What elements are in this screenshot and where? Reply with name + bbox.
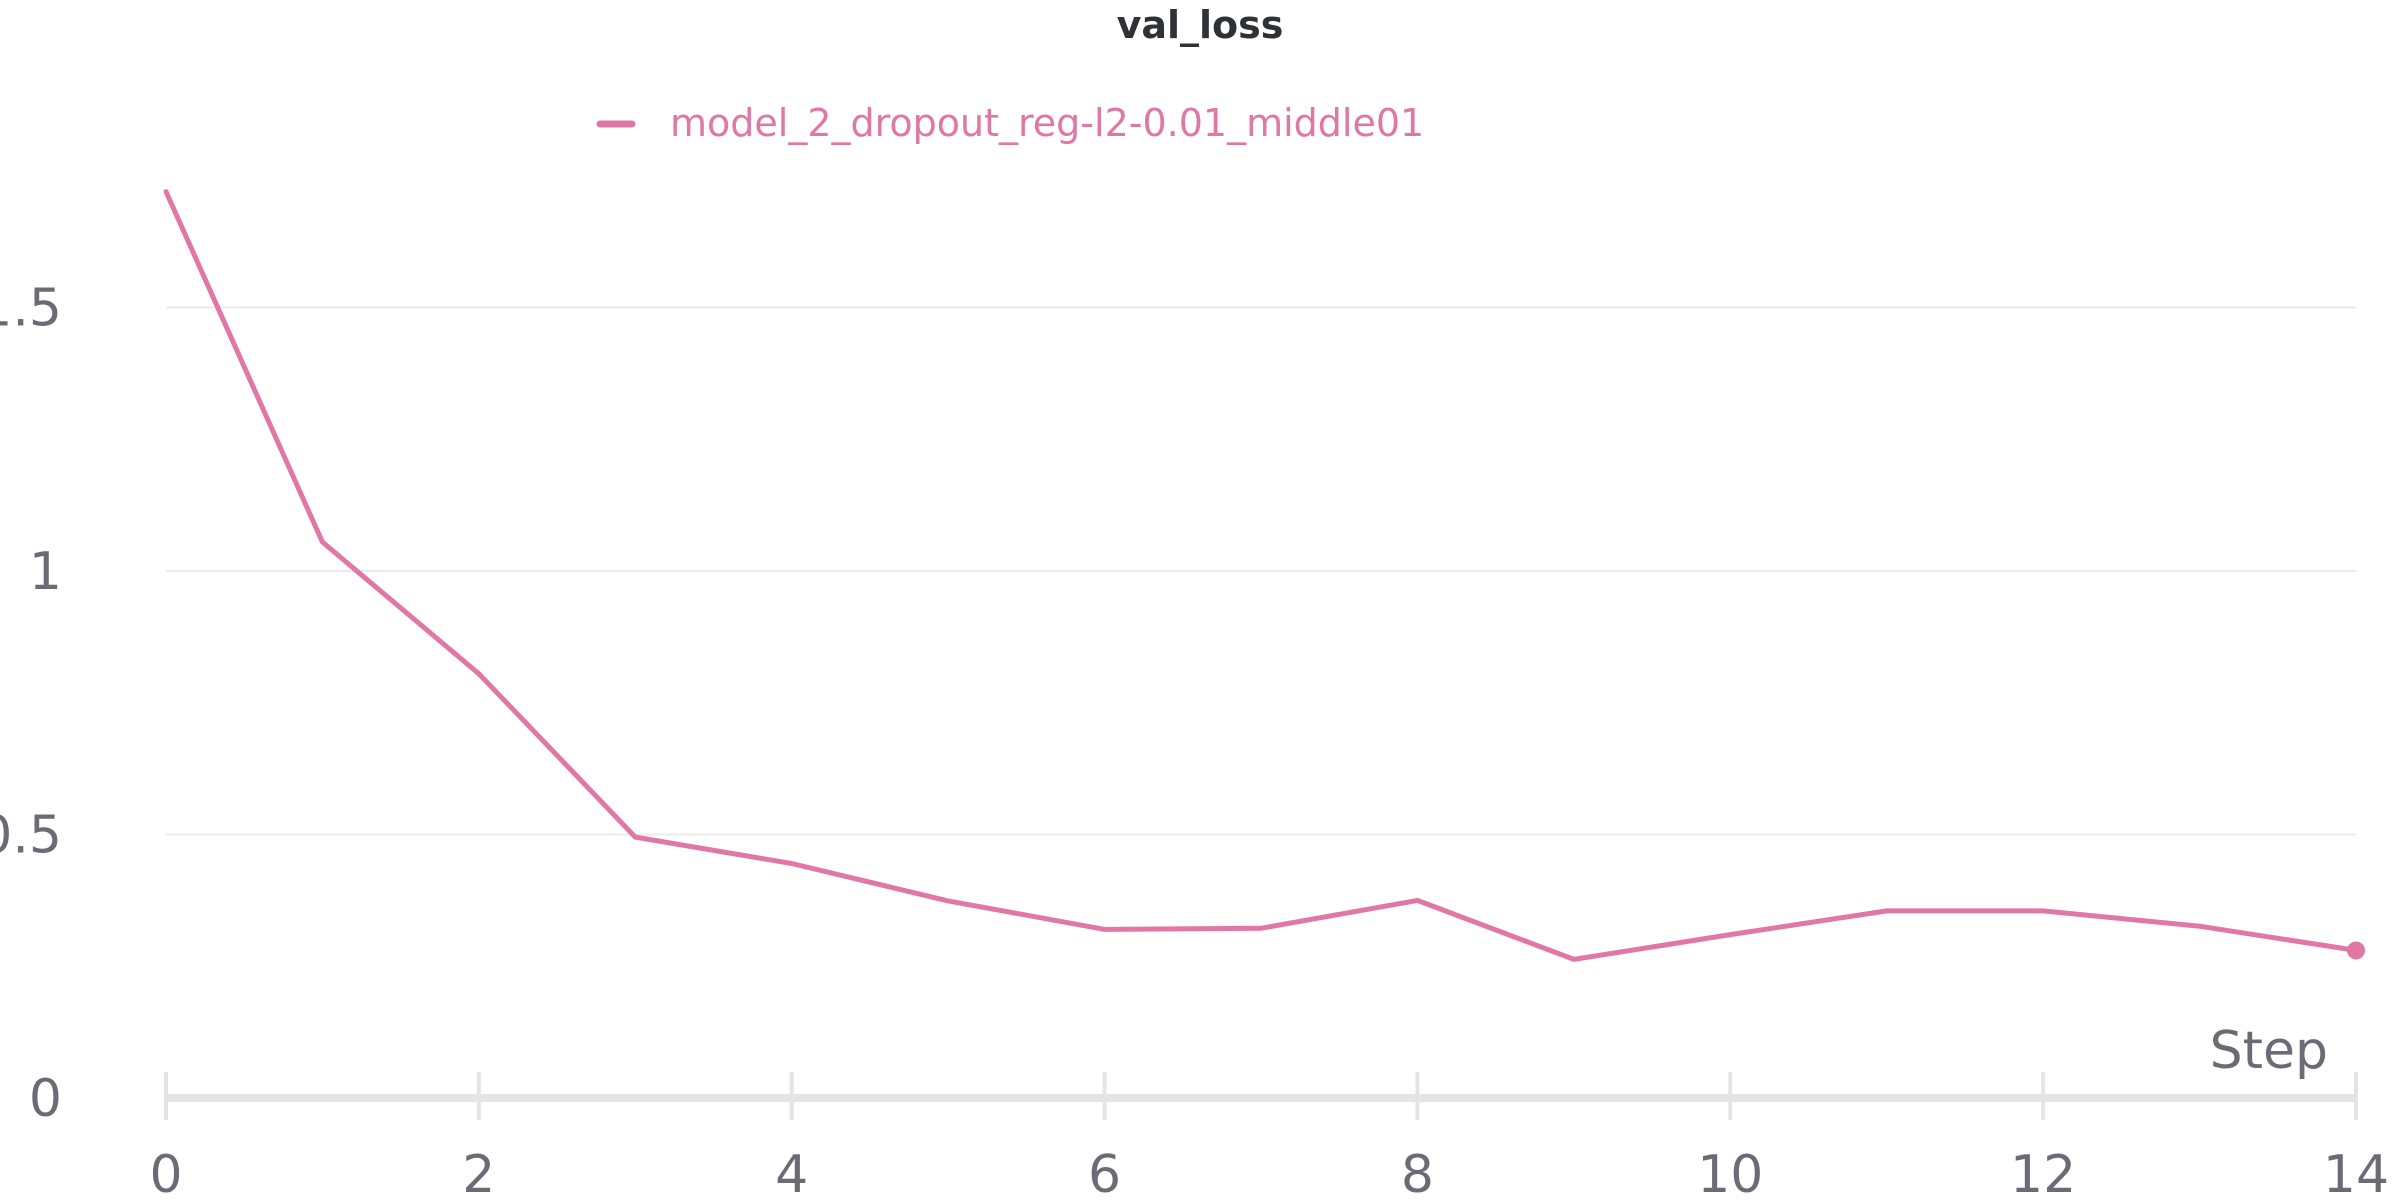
legend: model_2_dropout_reg-l2-0.01_middle01 <box>596 101 1424 145</box>
series-line-0[interactable] <box>163 189 2359 962</box>
x-axis <box>164 1072 2358 1120</box>
x-tick-label: 8 <box>1401 1145 1434 1200</box>
y-tick-label: 1 <box>29 542 62 602</box>
grid-lines <box>166 306 2356 836</box>
series-lines <box>163 189 2365 962</box>
y-axis-tick-labels: 0 0.5 1 1.5 <box>0 279 62 1130</box>
x-tick-label: 10 <box>1697 1145 1763 1200</box>
x-axis-label: Step <box>2210 1021 2328 1081</box>
x-axis-tick-labels: 0 2 4 6 8 10 12 14 <box>149 1145 2389 1200</box>
series-end-point-0[interactable] <box>2347 941 2365 960</box>
x-tick-label: 14 <box>2323 1145 2389 1200</box>
y-tick-label: 1.5 <box>0 279 62 339</box>
x-tick-label: 2 <box>462 1145 495 1200</box>
x-tick-label: 4 <box>775 1145 808 1200</box>
chart-title: val_loss <box>1117 3 1284 47</box>
y-tick-label: 0 <box>29 1069 62 1129</box>
legend-label[interactable]: model_2_dropout_reg-l2-0.01_middle01 <box>670 101 1424 145</box>
x-tick-label: 0 <box>149 1145 182 1200</box>
x-tick-label: 12 <box>2010 1145 2076 1200</box>
y-tick-label: 0.5 <box>0 806 62 866</box>
x-tick-label: 6 <box>1088 1145 1121 1200</box>
